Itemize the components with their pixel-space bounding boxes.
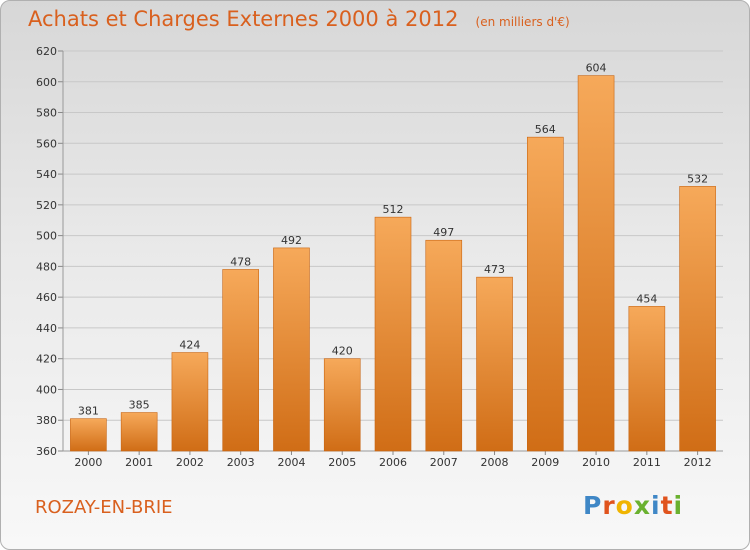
value-label-2002: 424 (179, 339, 200, 352)
y-tick-label: 500 (36, 230, 57, 243)
y-tick-label: 520 (36, 199, 57, 212)
value-label-2010: 604 (586, 62, 607, 75)
bar-2003 (222, 269, 259, 452)
y-tick-label: 600 (36, 76, 57, 89)
bar-2009 (527, 136, 564, 452)
x-tick-label-2009: 2009 (531, 456, 559, 469)
y-tick-label: 360 (36, 445, 57, 458)
bar-2012 (679, 186, 716, 452)
x-tick-label-2004: 2004 (277, 456, 305, 469)
x-tick-label-2001: 2001 (125, 456, 153, 469)
y-tick-label: 620 (36, 45, 57, 58)
value-label-2009: 564 (535, 123, 556, 136)
y-tick-label: 580 (36, 107, 57, 120)
bar-2005 (323, 358, 361, 452)
bar-2007 (425, 239, 463, 452)
value-label-2003: 478 (230, 255, 251, 268)
logo-letter: x (633, 491, 651, 520)
y-tick-label: 540 (36, 168, 57, 181)
value-label-2011: 454 (636, 292, 657, 305)
city-name: ROZAY-EN-BRIE (35, 497, 173, 518)
value-label-2001: 385 (129, 399, 150, 412)
bar-2002 (171, 352, 209, 452)
y-tick-label: 380 (36, 414, 57, 427)
x-tick-label-2003: 2003 (227, 456, 255, 469)
label-layer: 360 380 400 420 440 460 480 500 520 540 560 580 600 6… (36, 45, 712, 469)
logo-letter: t (660, 491, 674, 520)
bar-2011 (628, 306, 666, 452)
value-label-2008: 473 (484, 263, 505, 276)
x-tick-label-2007: 2007 (430, 456, 458, 469)
y-tick-label: 480 (36, 260, 57, 273)
value-label-2004: 492 (281, 234, 302, 247)
x-tick-label-2000: 2000 (74, 456, 102, 469)
proxiti-logo[interactable]: Proxiti (583, 491, 683, 520)
y-tick-label: 440 (36, 322, 57, 335)
bar-2001 (120, 412, 158, 452)
logo-letter: o (615, 491, 634, 520)
logo-letter: i (673, 491, 684, 520)
value-label-2012: 532 (687, 172, 708, 185)
chart-title: Achats et Charges Externes 2000 à 2012 (28, 7, 459, 31)
chart-subtitle: (en milliers d'€) (475, 15, 570, 29)
x-tick-label-2006: 2006 (379, 456, 407, 469)
title-row: Achats et Charges Externes 2000 à 2012 (… (28, 7, 570, 31)
bar-2010 (577, 75, 615, 452)
bar-layer (70, 75, 716, 452)
logo-letter: i (651, 491, 661, 520)
value-label-2007: 497 (433, 226, 454, 239)
y-tick-label: 400 (36, 383, 57, 396)
bar-2006 (374, 216, 412, 452)
x-tick-label-2012: 2012 (684, 456, 712, 469)
x-tick-label-2011: 2011 (633, 456, 661, 469)
bar-2004 (273, 247, 310, 452)
x-tick-label-2010: 2010 (582, 456, 610, 469)
x-tick-label-2005: 2005 (328, 456, 356, 469)
logo-letter: r (602, 491, 616, 520)
x-tick-label-2002: 2002 (176, 456, 204, 469)
logo-letter: P (583, 491, 603, 520)
bar-2008 (476, 276, 513, 452)
value-label-2000: 381 (78, 405, 99, 418)
x-tick-label-2008: 2008 (481, 456, 509, 469)
y-tick-label: 560 (36, 137, 57, 150)
y-tick-label: 460 (36, 291, 57, 304)
value-label-2006: 512 (383, 203, 404, 216)
value-label-2005: 420 (332, 345, 353, 358)
y-tick-label: 420 (36, 353, 57, 366)
bar-2000 (70, 418, 107, 452)
